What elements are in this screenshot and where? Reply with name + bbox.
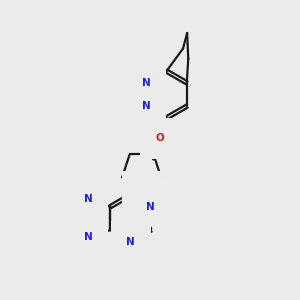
Text: N: N bbox=[142, 78, 151, 88]
Text: N: N bbox=[84, 232, 92, 242]
Text: N: N bbox=[126, 237, 135, 247]
Text: O: O bbox=[155, 133, 164, 143]
Text: N: N bbox=[137, 186, 146, 197]
Text: N: N bbox=[84, 194, 92, 205]
Text: N: N bbox=[142, 101, 151, 111]
Text: N: N bbox=[146, 202, 155, 212]
